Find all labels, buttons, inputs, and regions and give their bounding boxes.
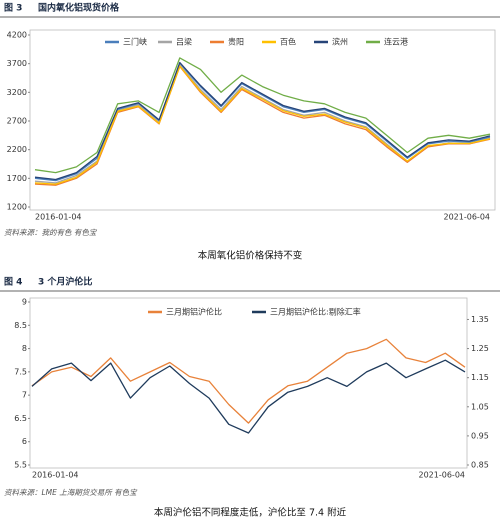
legend-label: 吕梁 xyxy=(176,38,192,47)
y2-tick-label: 1.25 xyxy=(471,344,489,353)
series-line xyxy=(31,338,466,424)
y2-tick-label: 0.85 xyxy=(471,461,489,470)
series-line xyxy=(31,359,466,434)
caption: 本周沪伦铝不同程度走低，沪伦比至 7.4 附近 xyxy=(154,507,347,519)
legend-label: 滨州 xyxy=(332,37,348,47)
legend-label: 三月期铝沪伦比 xyxy=(166,307,222,317)
series-line xyxy=(34,65,491,185)
y2-tick-label: 1.05 xyxy=(471,402,489,411)
figure-label: 图 4 xyxy=(4,277,22,288)
series-line xyxy=(34,63,491,182)
legend-label: 三门峡 xyxy=(123,37,147,47)
y-tick-label: 6 xyxy=(22,437,27,446)
legend-label: 贵阳 xyxy=(228,37,244,47)
legend-label: 百色 xyxy=(280,37,296,47)
caption: 本周氧化铝价格保持不变 xyxy=(198,250,303,262)
x-tick-label: 2016-01-04 xyxy=(32,471,79,480)
series-line xyxy=(34,64,491,184)
y-tick-label: 1200 xyxy=(7,203,27,212)
y-tick-label: 5.5 xyxy=(14,461,27,470)
y2-tick-label: 0.95 xyxy=(471,431,489,440)
plot-frame xyxy=(29,297,468,469)
series-line xyxy=(34,65,491,186)
y-tick-label: 2700 xyxy=(7,117,27,126)
y-tick-label: 7 xyxy=(22,391,27,400)
x-tick-label: 2021-06-04 xyxy=(444,213,491,222)
series-line xyxy=(34,61,491,181)
series-line xyxy=(34,57,491,174)
chart-title: 3 个月沪伦比 xyxy=(38,276,92,288)
y-tick-label: 2200 xyxy=(7,145,27,154)
x-tick-label: 2016-01-04 xyxy=(35,213,82,222)
y2-tick-label: 1.15 xyxy=(471,373,489,382)
y-tick-label: 9 xyxy=(22,298,27,307)
legend-label: 三月期铝沪伦比:剔除汇率 xyxy=(270,307,361,317)
plot-frame xyxy=(29,29,496,211)
y2-tick-label: 1.35 xyxy=(471,315,489,324)
y-tick-label: 6.5 xyxy=(14,414,27,423)
y-tick-label: 7.5 xyxy=(14,367,27,376)
y-tick-label: 3700 xyxy=(7,59,27,68)
chart-title: 国内氧化铝现货价格 xyxy=(38,2,120,14)
y-tick-label: 1700 xyxy=(7,174,27,183)
source: 资料来源：LME 上海期货交易所 有色宝 xyxy=(4,488,138,497)
legend-label: 连云港 xyxy=(384,37,408,47)
y-tick-label: 8.5 xyxy=(14,321,27,330)
y-tick-label: 4200 xyxy=(7,31,27,40)
y-tick-label: 8 xyxy=(22,344,27,353)
source: 资料来源：我的有色 有色宝 xyxy=(4,228,98,237)
y-tick-label: 3200 xyxy=(7,88,27,97)
figure-label: 图 3 xyxy=(4,3,22,14)
x-tick-label: 2021-06-04 xyxy=(419,471,466,480)
